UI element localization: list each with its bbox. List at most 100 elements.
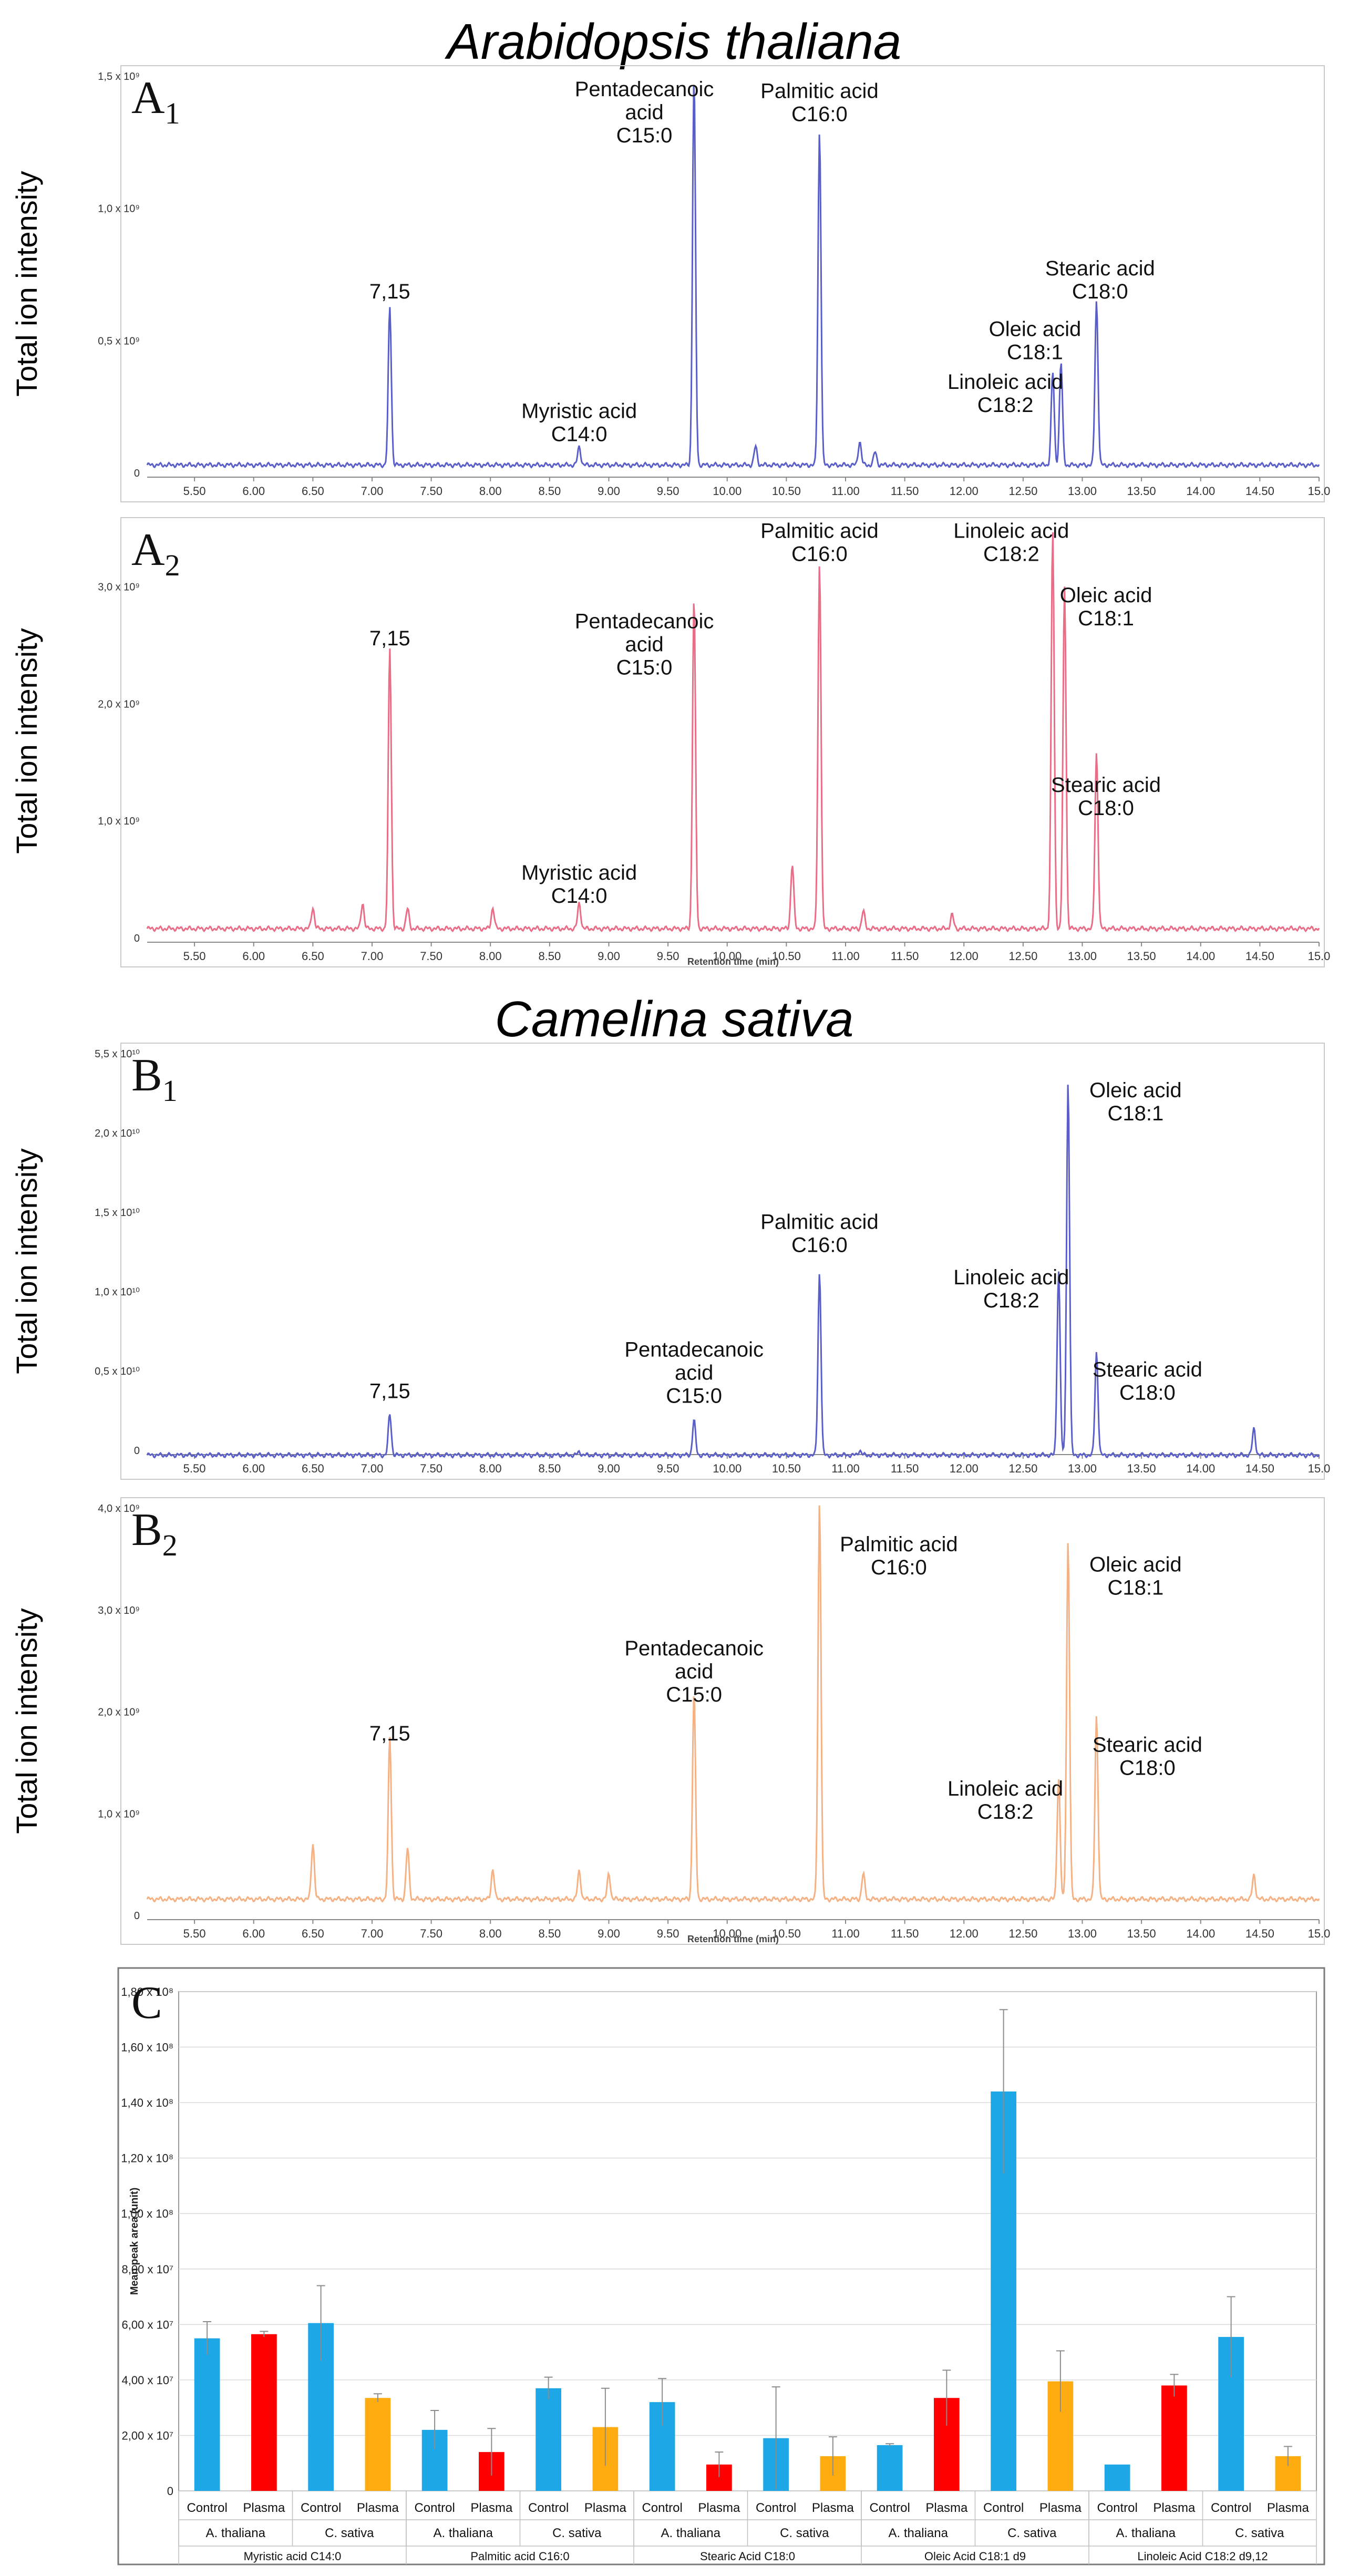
chromatogram-b1: Total ion intensity 0 0,5 x 10¹⁰ 1,0 x 10¹⁰… <box>10 1043 1330 1480</box>
x-tick-label: 13.50 <box>1127 485 1156 498</box>
peak-label-line: Linoleic acid <box>948 370 1063 394</box>
bar-plot-frame <box>178 1991 1317 2491</box>
x-tick-label: 10.00 <box>713 1462 742 1475</box>
bar-category-label: Control <box>414 2501 455 2515</box>
y-tick-label: 1,0 x 10⁹ <box>98 1808 140 1820</box>
peak-label-line: C18:1 <box>1007 341 1063 364</box>
peak-label-line: Pentadecanoic <box>575 610 714 633</box>
x-tick-label: 11.00 <box>831 950 859 963</box>
x-tick-label: 9.00 <box>598 485 620 498</box>
species-label: A. thaliana <box>434 2526 493 2540</box>
x-tick-label: 6.50 <box>302 1927 324 1940</box>
fatty-acid-group: Control Plasma A. thaliana Control Plasma C. … <box>406 2376 627 2564</box>
x-tick-label: 13.00 <box>1068 950 1097 963</box>
bar-plasma <box>251 2334 277 2491</box>
peak-label-line: Linoleic acid <box>953 1266 1069 1289</box>
species-label: A. thaliana <box>661 2526 721 2540</box>
species-title-arabidopsis: Arabidopsis thaliana <box>445 14 902 70</box>
fatty-acid-group: Control Plasma A. thaliana Control Plasma C. … <box>633 2378 854 2564</box>
group-label: Myristic acid C14:0 <box>244 2550 342 2563</box>
peak-label-line: C15:0 <box>616 656 673 679</box>
x-tick-label: 13.50 <box>1127 950 1156 963</box>
bar-y-tick-label: 1,20 x 10⁸ <box>121 2152 173 2165</box>
chromatogram-trace <box>146 1505 1320 1903</box>
bar-category-label: Control <box>983 2501 1024 2515</box>
y-tick-label: 0,5 x 10¹⁰ <box>95 1366 140 1377</box>
fatty-acid-group: Control Plasma A. thaliana Control Plasma C. … <box>178 2285 399 2564</box>
panel-frame <box>120 1043 1325 1480</box>
x-tick-label: 13.00 <box>1068 1462 1097 1475</box>
panel-letter: A2 <box>131 524 180 582</box>
peak-label-line: C15:0 <box>616 124 673 147</box>
panel-letter: A1 <box>131 73 180 130</box>
bar-y-tick-label: 8,00 x 10⁷ <box>122 2263 174 2276</box>
x-tick-label: 11.50 <box>891 1927 919 1940</box>
x-tick-label: 7.50 <box>420 485 442 498</box>
x-tick-label: 9.50 <box>657 1927 679 1940</box>
peak-label-line: C18:0 <box>1119 1757 1176 1780</box>
species-label: C. sativa <box>1235 2526 1284 2540</box>
x-tick-label: 10.50 <box>772 1462 801 1475</box>
bar-plasma <box>365 2398 391 2491</box>
peak-label-line: Myristic acid <box>521 861 637 884</box>
peak-label-line: Stearic acid <box>1093 1358 1202 1381</box>
bar-y-tick-label: 1,80 x 10⁸ <box>121 1985 173 1998</box>
x-tick-label: 6.00 <box>242 950 265 963</box>
x-tick-label: 11.50 <box>891 1462 919 1475</box>
peak-label-line: C16:0 <box>791 542 848 565</box>
y-tick-label: 0 <box>134 1445 140 1457</box>
peak-label-line: Stearic acid <box>1093 1734 1202 1757</box>
peak-label-line: Myristic acid <box>521 400 637 423</box>
peak-label-line: acid <box>675 1361 713 1384</box>
y-axis-label: Total ion intensity <box>10 171 43 397</box>
x-tick-label: 13.50 <box>1127 1927 1156 1940</box>
x-tick-label: 7.50 <box>420 950 442 963</box>
y-tick-label: 4,0 x 10⁹ <box>98 1503 140 1514</box>
bar-category-label: Control <box>756 2501 796 2515</box>
x-tick-label: 5.50 <box>183 1462 206 1475</box>
x-tick-label: 8.00 <box>479 485 502 498</box>
x-axis-label: Retention time (min) <box>687 956 779 967</box>
peak-label-line: 7,15 <box>369 1722 410 1745</box>
x-tick-label: 8.00 <box>479 950 502 963</box>
peak-label-line: C18:2 <box>983 1289 1039 1312</box>
peak-label-line: C15:0 <box>666 1384 722 1407</box>
chromatogram-panels: Total ion intensity 0 0,5 x 10⁹ 1,0 x 10⁹ 1,… <box>10 65 1331 1945</box>
x-tick-label: 11.00 <box>831 1927 859 1940</box>
x-tick-label: 5.50 <box>183 1927 206 1940</box>
peak-label-line: Pentadecanoic <box>624 1338 764 1361</box>
peak-label-line: Oleic acid <box>989 318 1082 341</box>
panel-frame <box>120 65 1325 502</box>
species-label: C. sativa <box>1007 2526 1057 2540</box>
bar-category-label: Plasma <box>1267 2501 1310 2515</box>
chromatogram-trace <box>146 1085 1320 1459</box>
y-tick-label: 2,0 x 10⁹ <box>98 1707 140 1718</box>
y-tick-label: 3,0 x 10⁹ <box>98 1605 140 1616</box>
peak-label-line: Stearic acid <box>1051 774 1161 797</box>
peak-label-line: Pentadecanoic <box>624 1637 764 1660</box>
peak-label-line: C16:0 <box>791 1234 848 1257</box>
fatty-acid-group: Control Plasma A. thaliana Control Plasma C. … <box>861 2009 1082 2564</box>
bar-category-label: Control <box>642 2501 682 2515</box>
y-tick-label: 0 <box>134 468 140 479</box>
y-tick-label: 1,0 x 10⁹ <box>98 816 140 827</box>
peak-label-line: 7,15 <box>369 627 410 650</box>
x-tick-label: 15.0 <box>1308 950 1331 963</box>
panel-letter-c: C <box>131 1977 162 2028</box>
peak-label-line: C14:0 <box>551 884 607 908</box>
x-tick-label: 13.00 <box>1068 485 1097 498</box>
group-label: Linoleic Acid C18:2 d9,12 <box>1137 2550 1268 2563</box>
x-tick-label: 8.00 <box>479 1462 502 1475</box>
x-tick-label: 12.50 <box>1008 1462 1037 1475</box>
x-tick-label: 11.00 <box>831 1462 859 1475</box>
x-tick-label: 5.50 <box>183 485 206 498</box>
bar-category-label: Control <box>869 2501 910 2515</box>
x-tick-label: 13.50 <box>1127 1462 1156 1475</box>
